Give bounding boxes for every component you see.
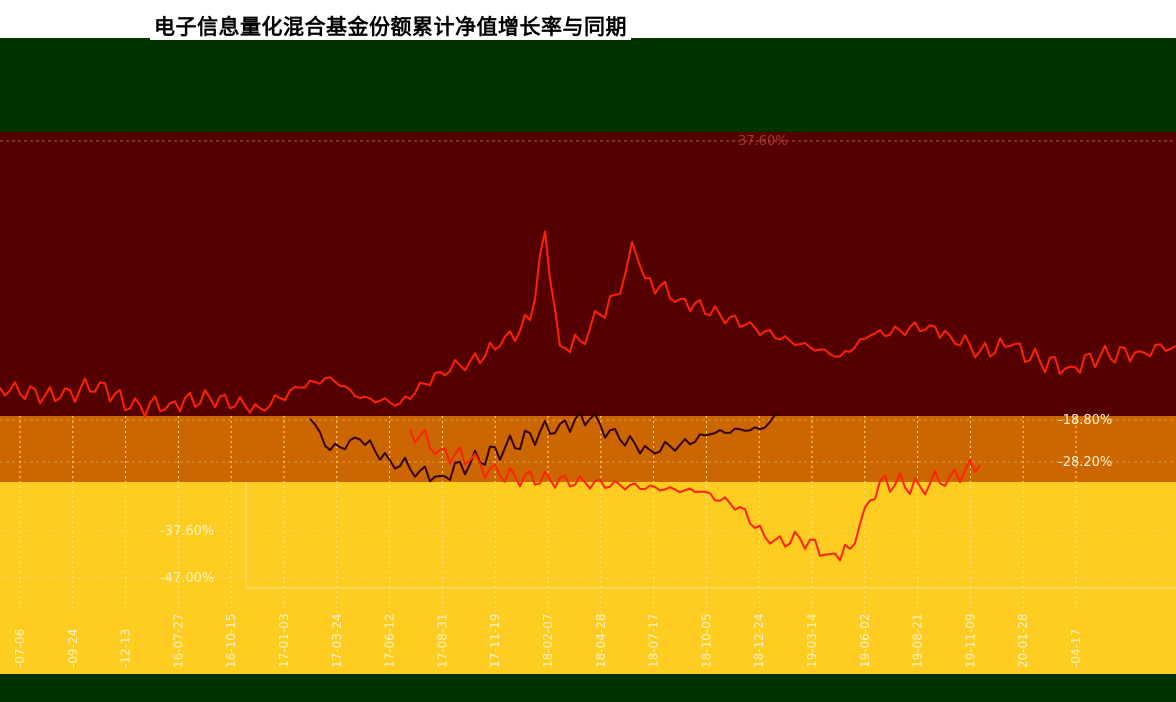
middle-band	[0, 416, 1176, 482]
x-tick-label: 18-04-28	[594, 614, 608, 668]
upper-band	[0, 132, 1176, 416]
x-tick-label: 17-06-12	[383, 614, 397, 668]
top-band	[0, 38, 1176, 132]
lower-band	[0, 482, 1176, 674]
x-tick-label: 19-06-02	[858, 614, 872, 668]
chart-title: 电子信息量化混合基金份额累计净值增长率与同期	[150, 14, 631, 40]
bottom-band	[0, 674, 1176, 702]
x-tick-label: -07-06	[13, 629, 27, 668]
x-tick-label: 20-01-28	[1016, 614, 1030, 668]
x-tick-label: 16-10-15	[224, 614, 238, 668]
x-tick-label: 18-10-05	[699, 614, 713, 668]
x-tick-label: 17-01-03	[277, 614, 291, 668]
x-tick-label: 19-03-14	[805, 614, 819, 668]
y-tick-label: 37.60%	[738, 134, 788, 149]
x-tick-label: 19-11-09	[963, 614, 977, 668]
x-tick-label: 18-07-17	[647, 614, 661, 668]
x-tick-label: 17-03-24	[330, 614, 344, 668]
y-tick-label: -18.80%	[1058, 413, 1112, 428]
y-tick-label: -47.00%	[160, 571, 214, 586]
x-tick-label: 16-07-27	[171, 614, 185, 668]
x-tick-label: -04-17	[1069, 629, 1083, 668]
fund-series-line	[0, 230, 1176, 418]
x-tick-label: 18-12-24	[752, 614, 766, 668]
y-tick-label: -37.60%	[160, 524, 214, 539]
x-tick-label: -09-24	[66, 629, 80, 668]
x-tick-label: 18-02-07	[541, 614, 555, 668]
x-tick-label: 17-08-31	[435, 614, 449, 668]
x-tick-label: -12-13	[119, 629, 133, 668]
y-tick-label: -28.20%	[1058, 455, 1112, 470]
benchmark-series-line	[309, 410, 781, 483]
x-tick-label: 19-08-21	[911, 614, 925, 668]
x-tick-label: 17-11-19	[488, 614, 502, 668]
fund-lower-series-line	[409, 428, 981, 562]
